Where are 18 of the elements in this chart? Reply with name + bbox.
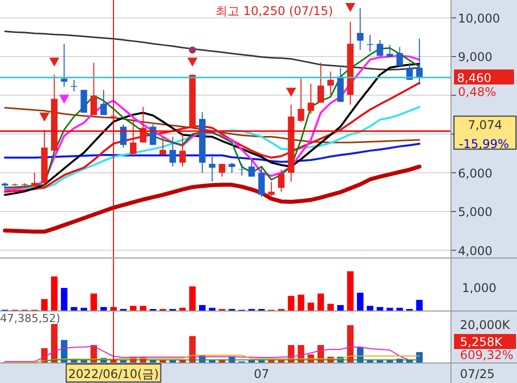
y-tick-label: 10,000: [458, 11, 500, 26]
ref-line-label: 8,460: [457, 70, 492, 85]
text: 609,32%: [460, 348, 514, 362]
annotation: 최고 10,250 (07/15): [215, 4, 333, 18]
text: 07/25: [460, 367, 495, 381]
text: -15,99%: [458, 137, 510, 151]
text: 0,48%: [458, 85, 496, 99]
y-tick-label: 9,000: [458, 50, 492, 64]
text: 1,000: [462, 281, 496, 295]
text: 5,258K: [460, 335, 504, 349]
x-tick-label: 07: [254, 367, 270, 381]
ref-line-label: 7,074: [468, 118, 502, 132]
x-tick-label: 2022/06/10(금): [68, 367, 159, 381]
text: 20,000K: [460, 318, 511, 332]
y-tick-label: 6,000: [458, 166, 492, 180]
annotation: 47,385,52): [0, 312, 60, 325]
y-tick-label: 4,000: [458, 244, 492, 258]
y-tick-label: 5,000: [458, 205, 492, 220]
